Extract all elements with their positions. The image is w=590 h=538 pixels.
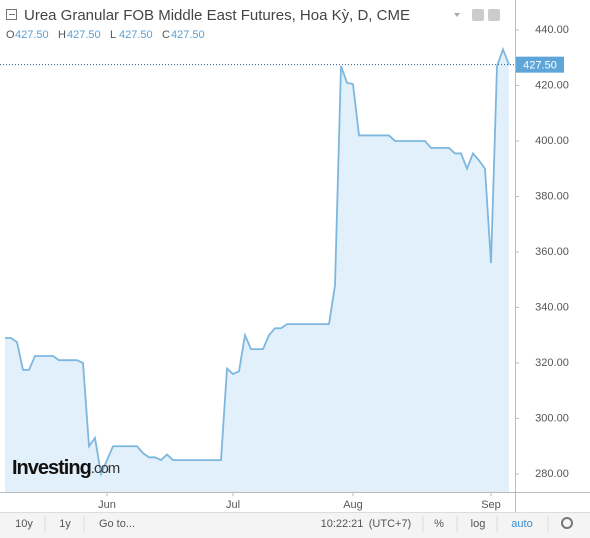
y-tick-label: 420.00 (535, 79, 569, 91)
toolbar-item[interactable]: auto (511, 518, 532, 530)
logo-brand: Investing (12, 457, 91, 479)
settings-gear[interactable] (561, 517, 573, 529)
last-price-box (516, 56, 564, 73)
settings-icon[interactable] (488, 9, 500, 21)
toolbar-item: (UTC+7) (369, 518, 411, 530)
x-tick-label: Jul (226, 499, 240, 511)
area-fill (5, 49, 509, 492)
price-line (5, 46, 510, 478)
last-price-label: 427.50 (523, 60, 557, 72)
logo-suffix: .com (91, 460, 120, 477)
ohlc-value: 427.50 (119, 29, 153, 41)
y-tick-label: 400.00 (535, 135, 569, 147)
toolbar-item[interactable]: 10y (15, 518, 33, 530)
toolbar-item[interactable]: 1y (59, 518, 71, 530)
y-tick-label: 340.00 (535, 301, 569, 313)
x-tick-label: Sep (481, 499, 501, 511)
ohlc-value: 427.50 (15, 29, 49, 41)
y-tick-label: 300.00 (535, 412, 569, 424)
toolbar (0, 512, 590, 538)
collapse-icon[interactable] (6, 9, 17, 20)
ohlc-name: C (162, 29, 170, 41)
ohlc-name: L (110, 29, 116, 41)
x-tick-label: Jun (98, 499, 116, 511)
logo: Investing.com (12, 457, 120, 479)
ohlc-name: H (58, 29, 66, 41)
y-tick-label: 280.00 (535, 468, 569, 480)
ohlc-name: O (6, 29, 15, 41)
y-tick-label: 440.00 (535, 24, 569, 36)
toolbar-item: 10:22:21 (321, 518, 364, 530)
eye-icon[interactable] (472, 9, 484, 21)
y-tick-label: 320.00 (535, 357, 569, 369)
toolbar-item[interactable]: % (434, 518, 444, 530)
chart-title: Urea Granular FOB Middle East Futures, H… (24, 7, 410, 24)
ohlc-value: 427.50 (67, 29, 101, 41)
y-tick-label: 380.00 (535, 190, 569, 202)
title-dropdown[interactable] (454, 13, 460, 17)
ohlc-value: 427.50 (171, 29, 205, 41)
toolbar-item[interactable]: Go to... (99, 518, 135, 530)
y-tick-label: 360.00 (535, 246, 569, 258)
toolbar-item[interactable]: log (471, 518, 486, 530)
x-tick-label: Aug (343, 499, 363, 511)
